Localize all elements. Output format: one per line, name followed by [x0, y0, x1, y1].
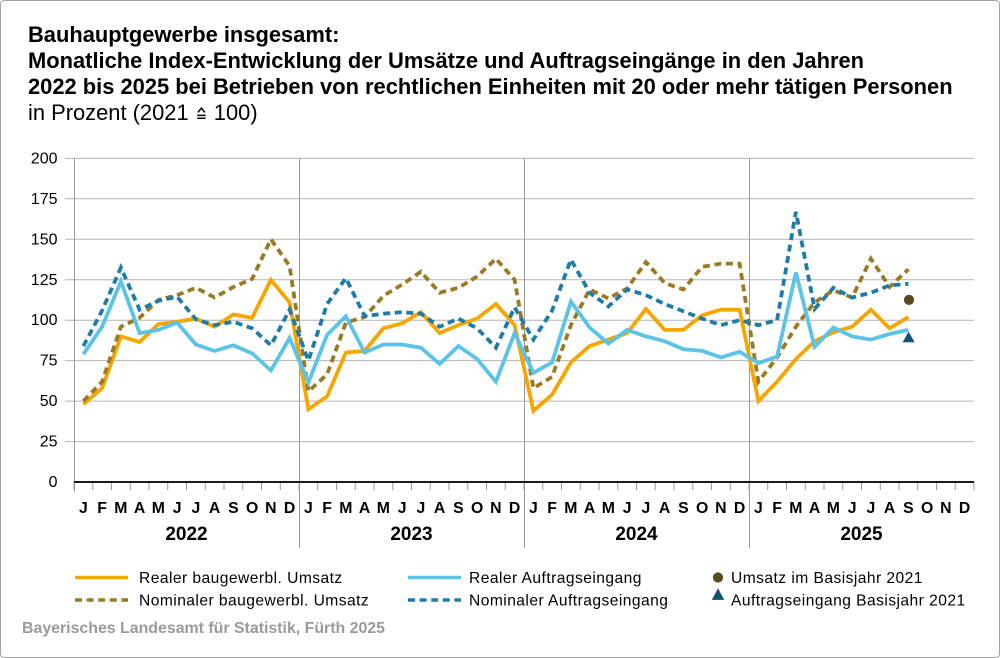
- svg-text:A: A: [884, 500, 895, 517]
- svg-text:A: A: [359, 500, 370, 517]
- svg-text:M: M: [114, 500, 127, 517]
- svg-text:Realer baugewerbl. Umsatz: Realer baugewerbl. Umsatz: [139, 570, 343, 587]
- svg-text:S: S: [903, 500, 914, 517]
- svg-text:M: M: [377, 500, 390, 517]
- svg-text:O: O: [921, 500, 933, 517]
- svg-text:J: J: [866, 500, 875, 517]
- svg-text:200: 200: [31, 150, 58, 167]
- svg-text:D: D: [284, 500, 295, 517]
- svg-text:F: F: [322, 500, 332, 517]
- svg-text:A: A: [434, 500, 445, 517]
- svg-text:J: J: [173, 500, 182, 517]
- svg-text:Bayerisches Landesamt für Stat: Bayerisches Landesamt für Statistik, Für…: [22, 620, 385, 637]
- svg-text:J: J: [641, 500, 650, 517]
- svg-text:M: M: [789, 500, 802, 517]
- svg-text:J: J: [623, 500, 632, 517]
- svg-text:N: N: [265, 500, 276, 517]
- svg-text:0: 0: [49, 474, 58, 491]
- svg-text:150: 150: [31, 231, 58, 248]
- svg-text:75: 75: [40, 353, 58, 370]
- svg-text:M: M: [152, 500, 165, 517]
- svg-text:A: A: [584, 500, 595, 517]
- svg-text:D: D: [734, 500, 745, 517]
- svg-text:A: A: [209, 500, 220, 517]
- svg-text:O: O: [696, 500, 708, 517]
- svg-text:F: F: [97, 500, 107, 517]
- svg-text:2022: 2022: [165, 524, 207, 545]
- svg-text:Auftragseingang Basisjahr 2021: Auftragseingang Basisjahr 2021: [731, 593, 966, 610]
- svg-text:Realer Auftragseingang: Realer Auftragseingang: [469, 570, 642, 587]
- svg-text:J: J: [79, 500, 88, 517]
- svg-text:J: J: [416, 500, 425, 517]
- svg-text:J: J: [304, 500, 313, 517]
- svg-text:Nominaler baugewerbl. Umsatz: Nominaler baugewerbl. Umsatz: [139, 593, 369, 610]
- svg-text:A: A: [809, 500, 820, 517]
- svg-text:Nominaler Auftragseingang: Nominaler Auftragseingang: [469, 593, 668, 610]
- svg-text:O: O: [246, 500, 258, 517]
- svg-text:50: 50: [40, 393, 58, 410]
- svg-text:D: D: [959, 500, 970, 517]
- svg-text:N: N: [940, 500, 951, 517]
- svg-text:A: A: [134, 500, 145, 517]
- svg-text:S: S: [453, 500, 464, 517]
- svg-text:D: D: [509, 500, 520, 517]
- svg-text:J: J: [191, 500, 200, 517]
- svg-text:M: M: [827, 500, 840, 517]
- svg-text:N: N: [490, 500, 501, 517]
- svg-text:M: M: [339, 500, 352, 517]
- svg-text:25: 25: [40, 434, 58, 451]
- svg-text:2025: 2025: [840, 524, 883, 545]
- svg-text:O: O: [471, 500, 483, 517]
- svg-text:J: J: [848, 500, 857, 517]
- svg-text:M: M: [602, 500, 615, 517]
- svg-text:2024: 2024: [615, 524, 658, 545]
- svg-text:J: J: [529, 500, 538, 517]
- svg-text:100: 100: [31, 312, 58, 329]
- svg-text:J: J: [754, 500, 763, 517]
- svg-text:F: F: [772, 500, 782, 517]
- svg-text:F: F: [547, 500, 557, 517]
- svg-text:A: A: [659, 500, 670, 517]
- svg-text:M: M: [564, 500, 577, 517]
- svg-text:Umsatz im Basisjahr 2021: Umsatz im Basisjahr 2021: [731, 570, 923, 587]
- svg-text:S: S: [678, 500, 689, 517]
- svg-text:125: 125: [31, 272, 58, 289]
- svg-text:S: S: [228, 500, 239, 517]
- svg-text:N: N: [715, 500, 726, 517]
- svg-text:2023: 2023: [390, 524, 432, 545]
- svg-text:175: 175: [31, 191, 58, 208]
- svg-text:J: J: [398, 500, 407, 517]
